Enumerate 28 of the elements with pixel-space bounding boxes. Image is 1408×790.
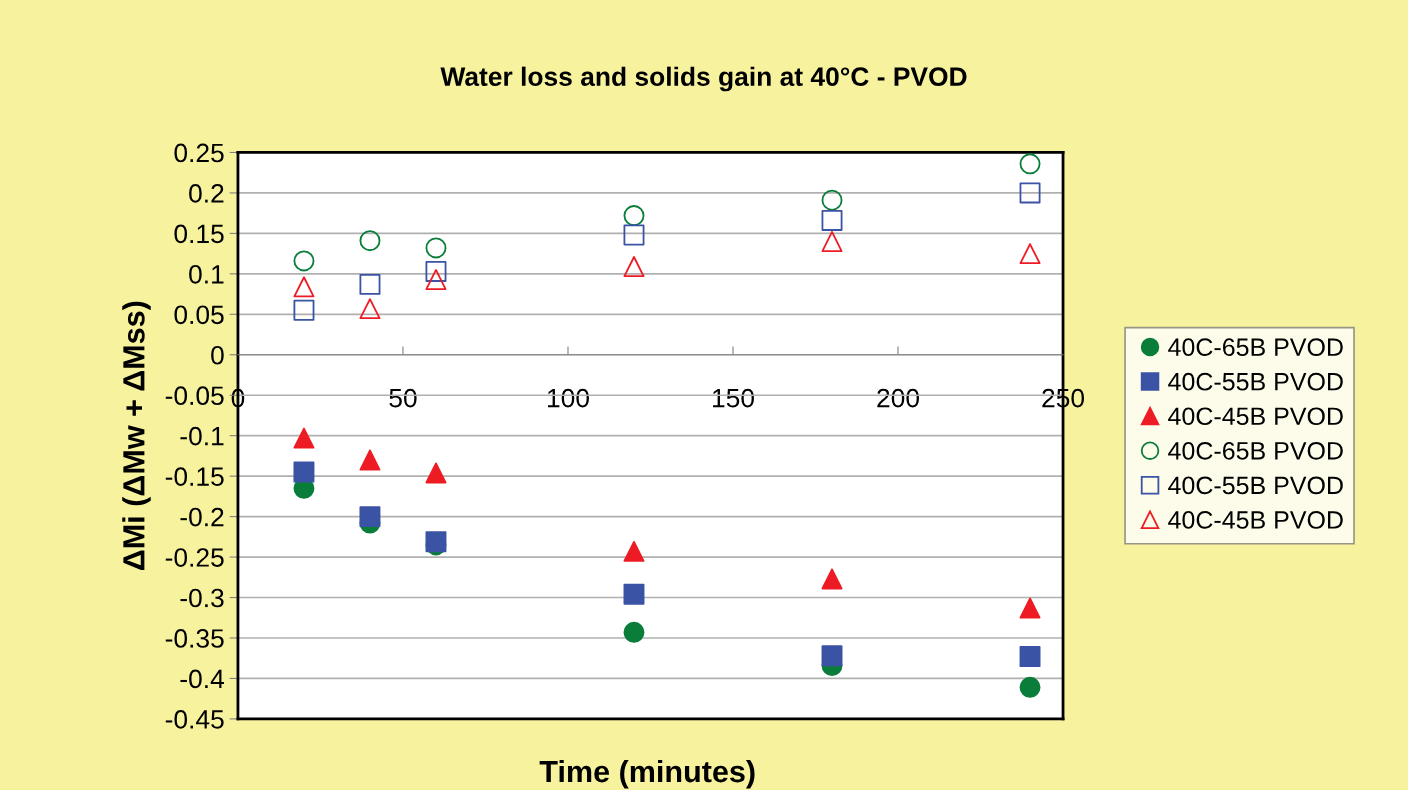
y-tick-label: 0.1 [189, 264, 224, 284]
y-tick-label: 0.2 [189, 184, 224, 203]
x-tick-label: 200 [877, 388, 920, 408]
y-tick-label: -0.3 [180, 588, 224, 608]
y-tick-label: -0.4 [180, 669, 224, 689]
y-tick-label: -0.45 [165, 710, 224, 729]
x-tick-label: 100 [547, 388, 589, 408]
legend-label: 40C-55B PVOD [1168, 372, 1343, 391]
y-tick-label: 0.25 [174, 143, 224, 163]
y-tick-label: 0.15 [174, 224, 224, 244]
y-tick-label: -0.1 [180, 426, 224, 446]
y-axis-title: ΔMi (ΔMw + ΔMss) [122, 301, 151, 570]
y-tick-label: 0.05 [174, 305, 224, 325]
y-tick-label: -0.15 [165, 467, 224, 486]
y-tick-label: -0.35 [165, 629, 224, 648]
legend-label: 40C-65B PVOD [1168, 338, 1343, 357]
legend-label: 40C-45B PVOD [1168, 511, 1343, 529]
legend-label: 40C-65B PVOD [1168, 441, 1343, 460]
y-tick-label: -0.2 [180, 507, 224, 527]
legend-label: 40C-55B PVOD [1168, 476, 1343, 495]
y-tick-label: 0 [211, 345, 224, 365]
y-tick-label: -0.05 [165, 386, 224, 406]
legend-label: 40C-45B PVOD [1168, 407, 1343, 426]
chart-title: Water loss and solids gain at 40°C - PVOD [440, 66, 967, 92]
x-tick-label: 50 [389, 388, 417, 408]
x-axis-title: Time (minutes) [539, 759, 755, 789]
y-tick-label: -0.25 [165, 548, 224, 567]
x-tick-label: 150 [713, 388, 754, 408]
